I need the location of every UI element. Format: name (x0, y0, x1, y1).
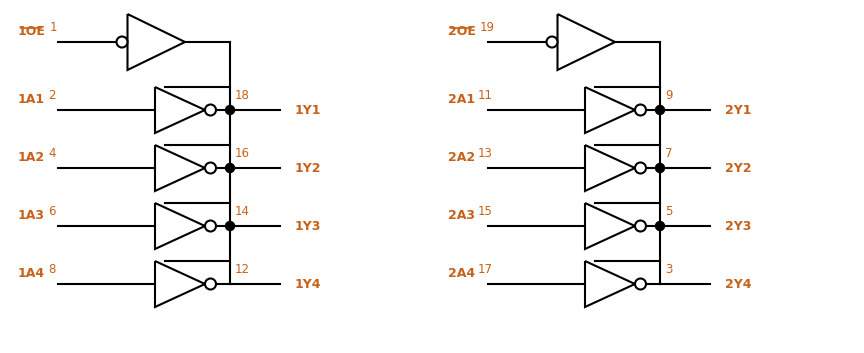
Text: 2A3: 2A3 (448, 209, 475, 222)
Text: 16: 16 (235, 147, 250, 160)
Circle shape (226, 221, 234, 231)
Circle shape (635, 279, 646, 289)
Text: 4: 4 (48, 147, 55, 160)
Text: 5: 5 (665, 205, 672, 218)
Text: 2Y1: 2Y1 (725, 103, 752, 116)
Text: 1A1: 1A1 (18, 93, 45, 106)
Circle shape (547, 36, 557, 48)
Circle shape (656, 163, 664, 173)
Text: 9: 9 (665, 89, 672, 102)
Text: 2Y4: 2Y4 (725, 277, 752, 291)
Circle shape (226, 106, 234, 114)
Circle shape (635, 221, 646, 232)
Text: 14: 14 (235, 205, 250, 218)
Text: 13: 13 (478, 147, 492, 160)
Text: 1OE: 1OE (18, 25, 46, 38)
Text: 1A2: 1A2 (18, 151, 45, 164)
Text: 17: 17 (478, 263, 493, 276)
Text: 2Y3: 2Y3 (725, 220, 752, 233)
Circle shape (205, 104, 216, 115)
Circle shape (635, 104, 646, 115)
Text: 2: 2 (48, 89, 55, 102)
Text: 18: 18 (235, 89, 250, 102)
Circle shape (205, 221, 216, 232)
Circle shape (205, 279, 216, 289)
Circle shape (205, 162, 216, 174)
Text: 2Y2: 2Y2 (725, 162, 752, 174)
Text: 3: 3 (665, 263, 672, 276)
Text: 12: 12 (235, 263, 250, 276)
Text: 11: 11 (478, 89, 493, 102)
Text: 1A3: 1A3 (18, 209, 45, 222)
Circle shape (635, 162, 646, 174)
Text: 2OE: 2OE (448, 25, 476, 38)
Text: 2A2: 2A2 (448, 151, 475, 164)
Text: 1Y3: 1Y3 (295, 220, 321, 233)
Text: 19: 19 (480, 21, 495, 34)
Circle shape (656, 221, 664, 231)
Text: 15: 15 (478, 205, 492, 218)
Text: 1A4: 1A4 (18, 267, 45, 280)
Circle shape (226, 163, 234, 173)
Text: 1Y1: 1Y1 (295, 103, 321, 116)
Text: 1Y4: 1Y4 (295, 277, 321, 291)
Circle shape (117, 36, 128, 48)
Text: 6: 6 (48, 205, 55, 218)
Text: 8: 8 (48, 263, 55, 276)
Text: 1Y2: 1Y2 (295, 162, 321, 174)
Text: 2A4: 2A4 (448, 267, 475, 280)
Text: 7: 7 (665, 147, 672, 160)
Circle shape (656, 106, 664, 114)
Text: 1: 1 (50, 21, 58, 34)
Text: 2A1: 2A1 (448, 93, 475, 106)
